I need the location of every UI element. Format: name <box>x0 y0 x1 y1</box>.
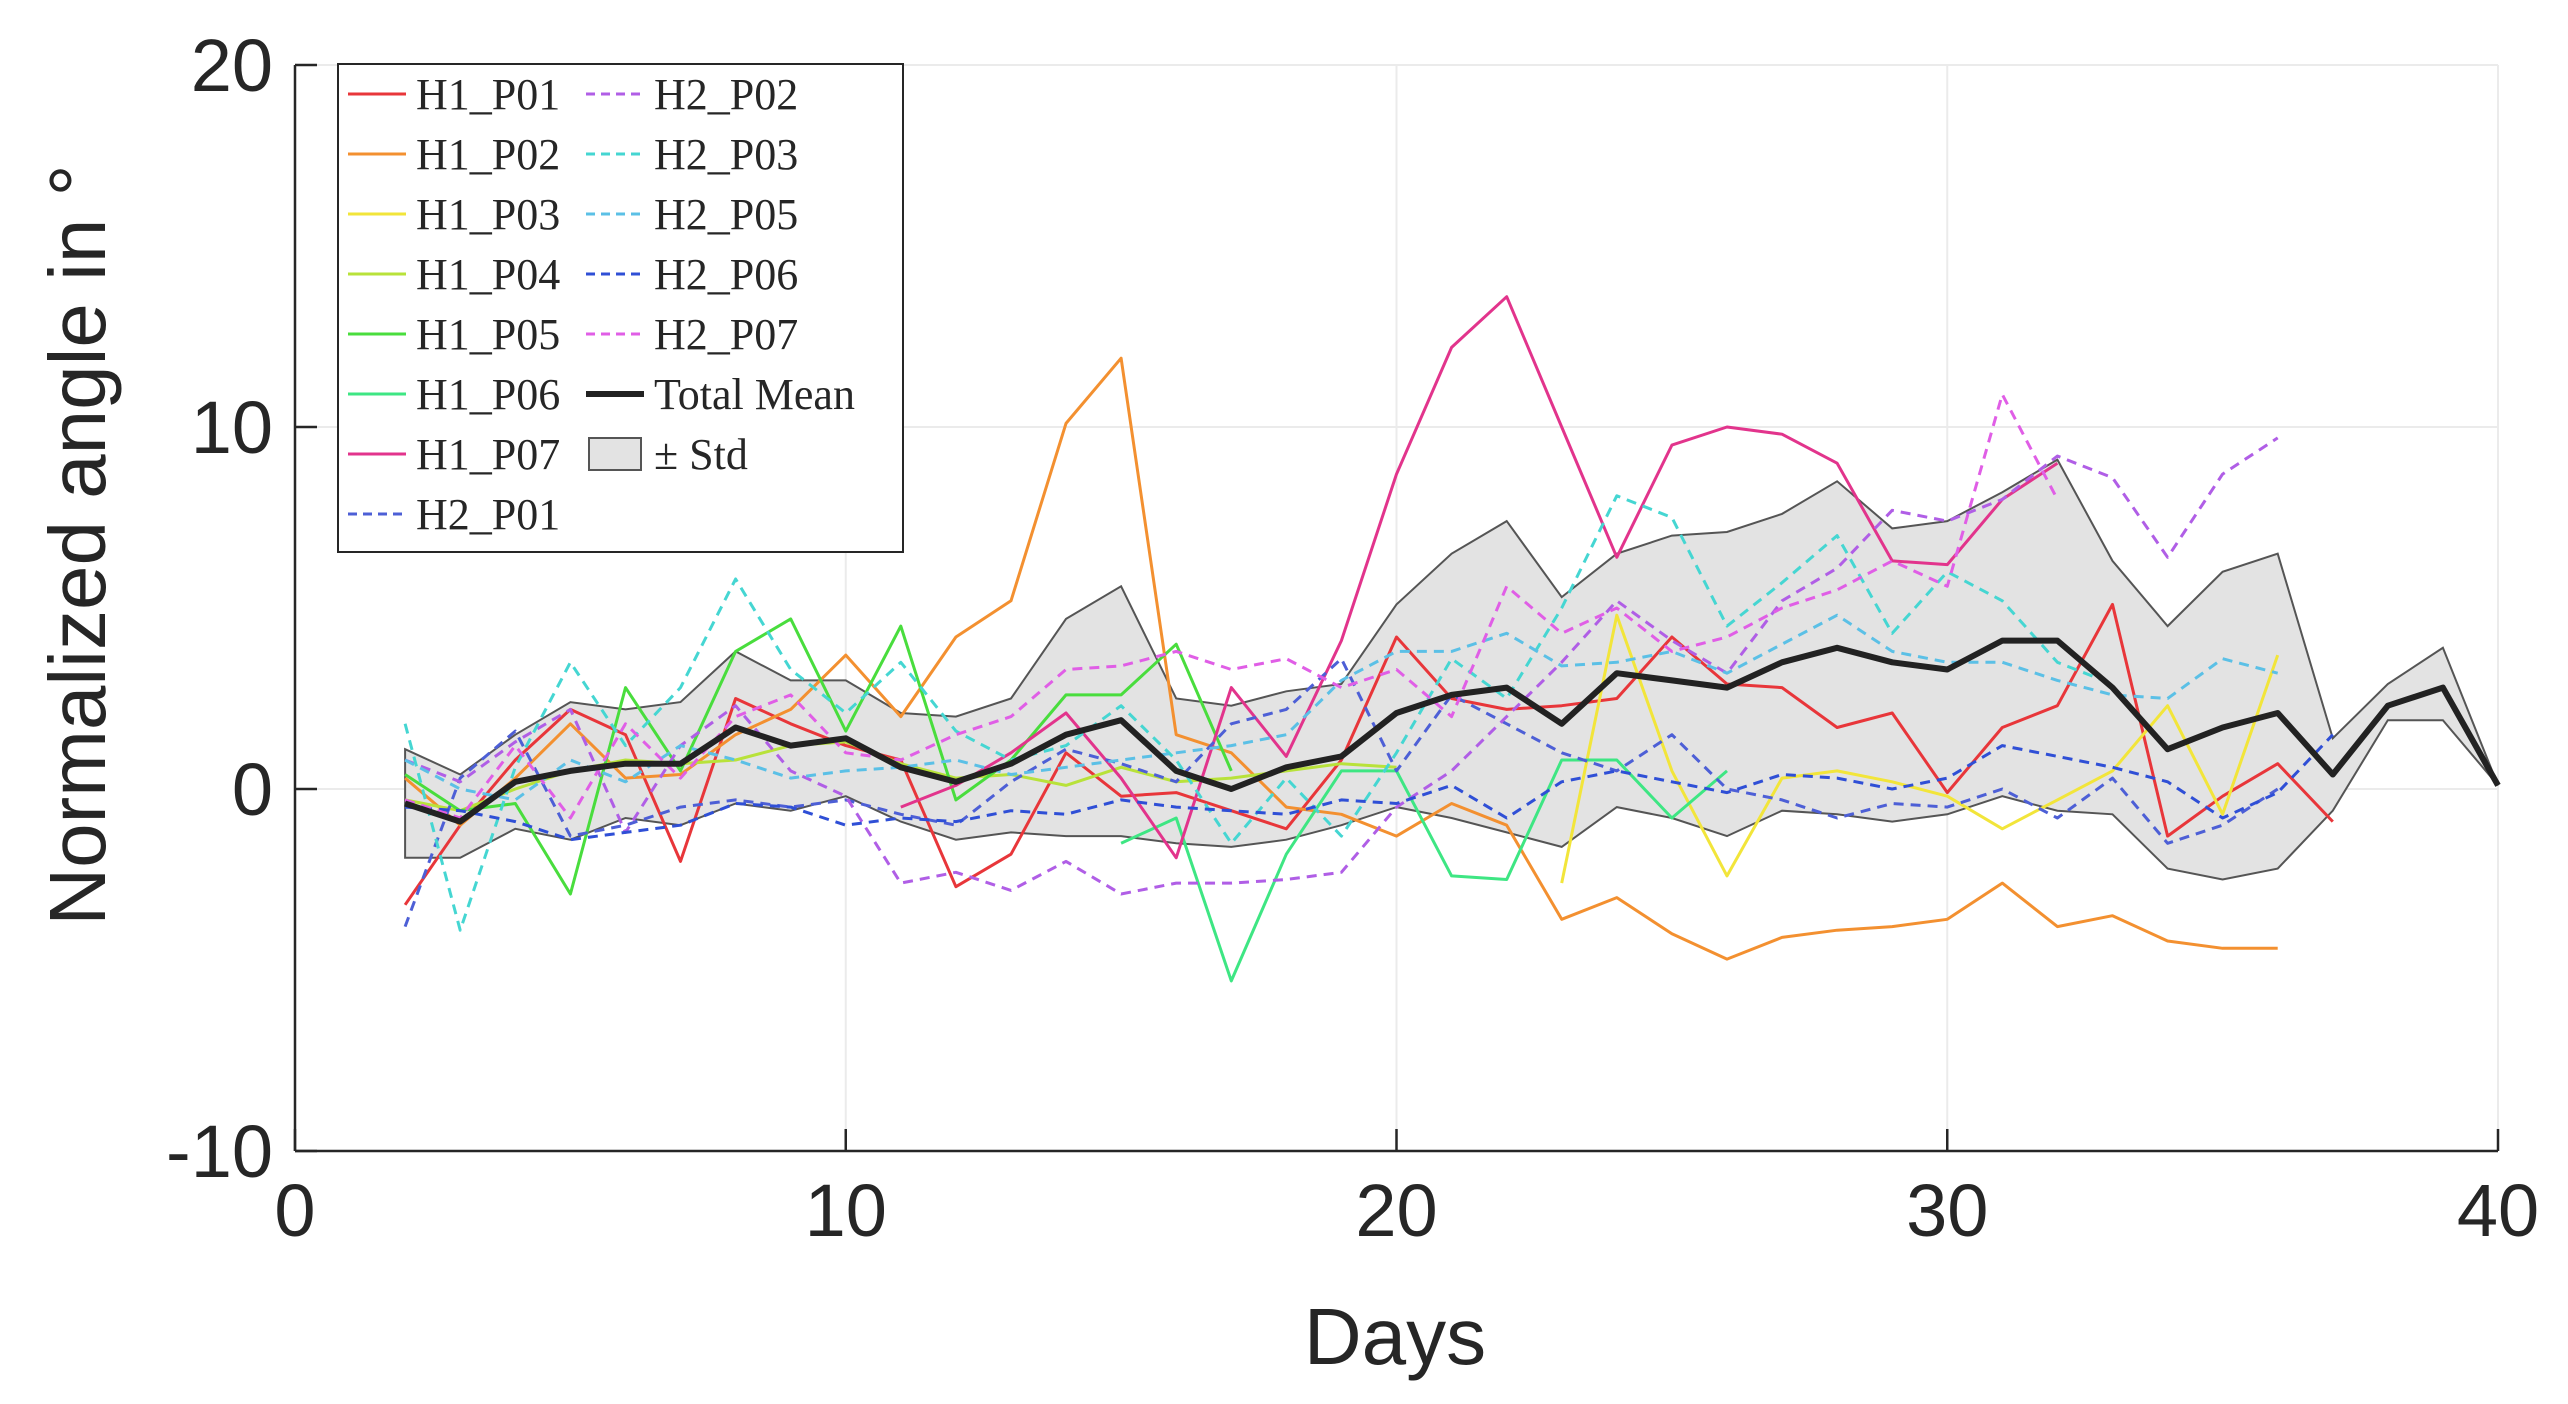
legend-entry-h2-p07-label: H2_P07 <box>654 310 798 359</box>
legend-entry-std-swatch <box>588 437 642 471</box>
legend-entry-std: ± Std <box>588 430 748 479</box>
legend-entry-h1-p07-label: H1_P07 <box>416 430 560 479</box>
x-tick-label-4: 40 <box>2457 1169 2539 1252</box>
legend-entry-total-mean: Total Mean <box>586 370 855 419</box>
legend-entry-h2-p06-label: H2_P06 <box>654 250 798 299</box>
x-tick-label-0: 0 <box>274 1169 315 1252</box>
legend-entry-h1-p02: H1_P02 <box>348 130 560 179</box>
legend-entry-h1-p02-label: H1_P02 <box>416 130 560 179</box>
series-line-h2-p06 <box>405 733 2334 842</box>
axes <box>293 63 2500 1153</box>
legend: H1_P01 H1_P02 H1_P03 H1_P04 H1_P05 H1_P06 H1_P… <box>337 63 904 553</box>
y-axis-title: Normalized angle in ° <box>33 164 122 925</box>
series-line-h2-p05 <box>404 613 2279 802</box>
series-line-h2-p03 <box>403 494 2114 932</box>
legend-entry-h1-p04-label: H1_P04 <box>416 250 560 299</box>
y-tick-label-1: 0 <box>232 748 273 831</box>
series-line-h2-p02 <box>404 436 2279 896</box>
legend-entry-h1-p03: H1_P03 <box>348 190 560 239</box>
y-tick-label-0: -10 <box>166 1110 273 1193</box>
legend-entry-h2-p07: H2_P07 <box>586 310 798 359</box>
legend-entry-h2-p03: H2_P03 <box>586 130 798 179</box>
legend-entry-h1-p01: H1_P01 <box>348 70 560 119</box>
x-tick-label-2: 20 <box>1355 1169 1437 1252</box>
legend-entry-h2-p05: H2_P05 <box>586 190 798 239</box>
legend-entry-h2-p03-label: H2_P03 <box>654 130 798 179</box>
series-line-h1-p03 <box>1560 613 2280 884</box>
x-tick-label-3: 30 <box>1906 1169 1988 1252</box>
legend-entry-h1-p01-label: H1_P01 <box>416 70 560 119</box>
legend-entry-h1-p07: H1_P07 <box>348 430 560 479</box>
x-axis-title: Days <box>1304 1292 1486 1381</box>
series-line-h1-p02 <box>404 356 2278 961</box>
legend-entry-h1-p05-label: H1_P05 <box>416 310 560 359</box>
series-layer <box>403 295 2501 983</box>
legend-entry-h2-p06: H2_P06 <box>586 250 798 299</box>
series-line-h1-p05 <box>404 617 1233 896</box>
y-tick-label-2: 10 <box>191 386 273 469</box>
legend-entry-std-label: ± Std <box>654 430 748 479</box>
series-line-total-mean <box>404 637 2501 825</box>
legend-entry-h1-p04: H1_P04 <box>348 250 560 299</box>
series-line-h2-p07 <box>404 392 2059 820</box>
legend-entry-h2-p01: H2_P01 <box>348 490 560 539</box>
series-line-h2-p01 <box>403 657 2279 928</box>
legend-entry-h1-p06-label: H1_P06 <box>416 370 560 419</box>
legend-entry-h1-p03-label: H1_P03 <box>416 190 560 239</box>
legend-entry-h2-p01-label: H2_P01 <box>416 490 560 539</box>
series-line-h1-p07 <box>900 295 2059 860</box>
x-tick-label-1: 10 <box>805 1169 887 1252</box>
legend-entry-h2-p05-label: H2_P05 <box>654 190 798 239</box>
y-tick-label-3: 20 <box>191 24 273 107</box>
legend-entry-h2-p02: H2_P02 <box>586 70 798 119</box>
legend-entry-total-mean-label: Total Mean <box>654 370 855 419</box>
legend-entry-h1-p06: H1_P06 <box>348 370 560 419</box>
legend-entry-h2-p02-label: H2_P02 <box>654 70 798 119</box>
series-line-h1-p06 <box>1120 758 1728 983</box>
legend-entry-h1-p05: H1_P05 <box>348 310 560 359</box>
